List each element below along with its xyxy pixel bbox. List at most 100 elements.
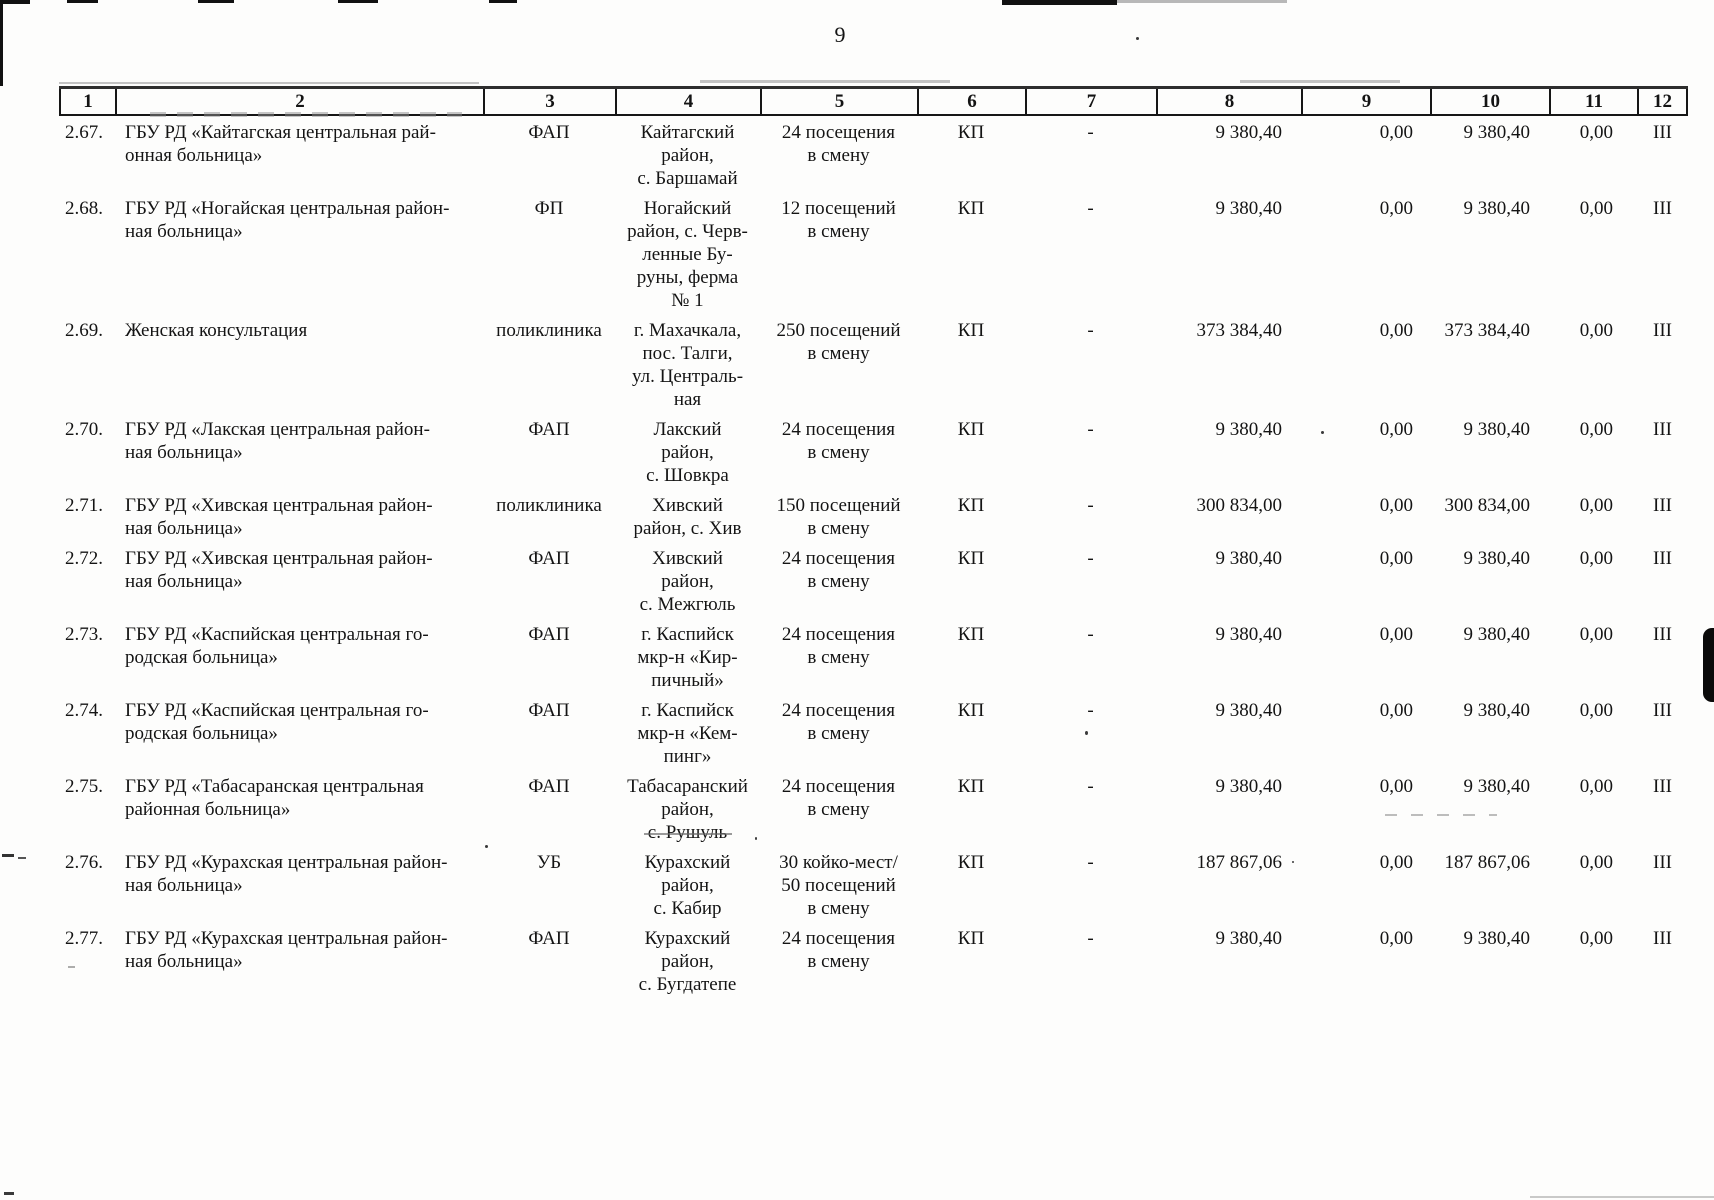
header-col-7: 7 (1025, 89, 1156, 114)
row-number: 2.69. (65, 320, 103, 341)
scan-artifact-left-dash-1 (2, 854, 14, 857)
scan-artifact-strike-rushul (644, 833, 732, 835)
header-col-5: 5 (760, 89, 917, 114)
amount-4: 0,00 (1579, 624, 1613, 645)
amount-3: 373 384,40 (1444, 320, 1531, 341)
col7-value: - (1087, 700, 1094, 721)
scan-artifact-under-header-smudge (150, 112, 462, 117)
payment-type: КП (957, 548, 985, 569)
scan-artifact-header-top-smudge-3 (1240, 80, 1400, 83)
scan-artifact-header-top-smudge-1 (59, 82, 479, 84)
header-col-11: 11 (1549, 89, 1637, 114)
header-col-4: 4 (615, 89, 760, 114)
location: Ногайский район, с. Черв- ленные Бу- рун… (627, 198, 748, 311)
header-col-12: 12 (1637, 89, 1688, 114)
row-number: 2.75. (65, 776, 103, 797)
scan-artifact-top-right-gray (1117, 0, 1287, 3)
capacity: 24 посещения в смену (781, 419, 896, 463)
header-col-10: 10 (1430, 89, 1549, 114)
scan-artifact-speck-4 (485, 845, 488, 848)
amount-3: 9 380,40 (1463, 419, 1531, 440)
scan-artifact-speck-5 (755, 837, 757, 840)
scan-artifact-top-dash-2 (67, 0, 98, 3)
scan-artifact-left-dash-2 (18, 857, 26, 859)
payment-type: КП (957, 852, 985, 873)
amount-2: 0,00 (1379, 122, 1413, 143)
amount-2: 0,00 (1379, 419, 1413, 440)
col7-value: - (1087, 852, 1094, 873)
scan-artifact-top-dash-4 (338, 0, 378, 3)
page-number: 9 (834, 22, 846, 47)
amount-total: 9 380,40 (1215, 122, 1283, 143)
col7-value: - (1087, 198, 1094, 219)
facility-type: ФАП (528, 928, 570, 949)
location: Курахский район, с. Бугдатепе (638, 928, 737, 995)
table-row: 2.71. ГБУ РД «Хивская центральная район- … (59, 494, 1688, 540)
table-row: 2.77. ГБУ РД «Курахская центральная район… (59, 927, 1688, 996)
facility-type: ФАП (528, 624, 570, 645)
amount-4: 0,00 (1579, 548, 1613, 569)
scan-artifact-speck-6 (1292, 861, 1294, 863)
header-col-2: 2 (115, 89, 483, 114)
facility-type: ФАП (528, 122, 570, 143)
scan-artifact-left-dash-3 (68, 966, 75, 968)
category: III (1653, 198, 1672, 219)
category: III (1653, 320, 1672, 341)
payment-type: КП (957, 320, 985, 341)
capacity: 24 посещения в смену (781, 700, 896, 744)
col7-value: - (1087, 624, 1094, 645)
amount-2: 0,00 (1379, 852, 1413, 873)
facility-type: ФАП (528, 419, 570, 440)
category: III (1653, 548, 1672, 569)
header-col-9: 9 (1301, 89, 1430, 114)
location: Лакский район, с. Шовкра (646, 419, 729, 486)
payment-type: КП (957, 928, 985, 949)
row-number: 2.77. (65, 928, 103, 949)
amount-2: 0,00 (1379, 928, 1413, 949)
location: Хивский район, с. Межгюль (639, 548, 736, 615)
amount-3: 9 380,40 (1463, 198, 1531, 219)
amount-3: 300 834,00 (1444, 495, 1531, 516)
col7-value: - (1087, 419, 1094, 440)
table-row: 2.76. ГБУ РД «Курахская центральная район… (59, 851, 1688, 920)
location: Кайтагский район, с. Баршамай (637, 122, 738, 189)
category: III (1653, 419, 1672, 440)
facility-name: Женская консультация (125, 320, 308, 341)
capacity: 24 посещения в смену (781, 122, 896, 166)
scan-artifact-speck-1 (1136, 37, 1139, 40)
col7-value: - (1087, 928, 1094, 949)
scan-artifact-right-edge-blob (1703, 628, 1714, 702)
facility-name: ГБУ РД «Табасаранская центральная районн… (125, 776, 424, 820)
col7-value: - (1087, 320, 1094, 341)
facility-name: ГБУ РД «Каспийская центральная го- родск… (125, 700, 429, 744)
header-col-8: 8 (1156, 89, 1301, 114)
amount-2: 0,00 (1379, 320, 1413, 341)
scan-artifact-speck-3 (1085, 731, 1088, 735)
payment-type: КП (957, 624, 985, 645)
facility-type: ФАП (528, 548, 570, 569)
scan-artifact-faint-dashes (1385, 814, 1497, 816)
amount-2: 0,00 (1379, 624, 1413, 645)
header-col-3: 3 (483, 89, 615, 114)
row-number: 2.68. (65, 198, 103, 219)
table-body: 2.67. ГБУ РД «Кайтагская центральная рай-… (59, 121, 1688, 996)
facility-type: ФП (534, 198, 564, 219)
header-col-1: 1 (59, 89, 115, 114)
table-row: 2.74. ГБУ РД «Каспийская центральная го- … (59, 699, 1688, 768)
table-row: 2.67. ГБУ РД «Кайтагская центральная рай-… (59, 121, 1688, 190)
capacity: 250 посещений в смену (776, 320, 901, 364)
scan-artifact-speck-2 (1321, 431, 1324, 434)
category: III (1653, 700, 1672, 721)
category: III (1653, 122, 1672, 143)
location: Табасаранский район, с. Рушуль (627, 776, 748, 843)
amount-3: 9 380,40 (1463, 548, 1531, 569)
payment-type: КП (957, 700, 985, 721)
amount-2: 0,00 (1379, 198, 1413, 219)
facility-type: ФАП (528, 776, 570, 797)
amount-4: 0,00 (1579, 320, 1613, 341)
facilities-table: 1 2 3 4 5 6 7 8 9 10 11 12 2.67. ГБУ РД «Кайтагская … (59, 86, 1688, 1003)
scan-artifact-top-dash-5 (489, 0, 517, 3)
amount-4: 0,00 (1579, 198, 1613, 219)
table-header-row: 1 2 3 4 5 6 7 8 9 10 11 12 (59, 86, 1688, 116)
scan-artifact-bottom-right-line (1530, 1196, 1714, 1198)
